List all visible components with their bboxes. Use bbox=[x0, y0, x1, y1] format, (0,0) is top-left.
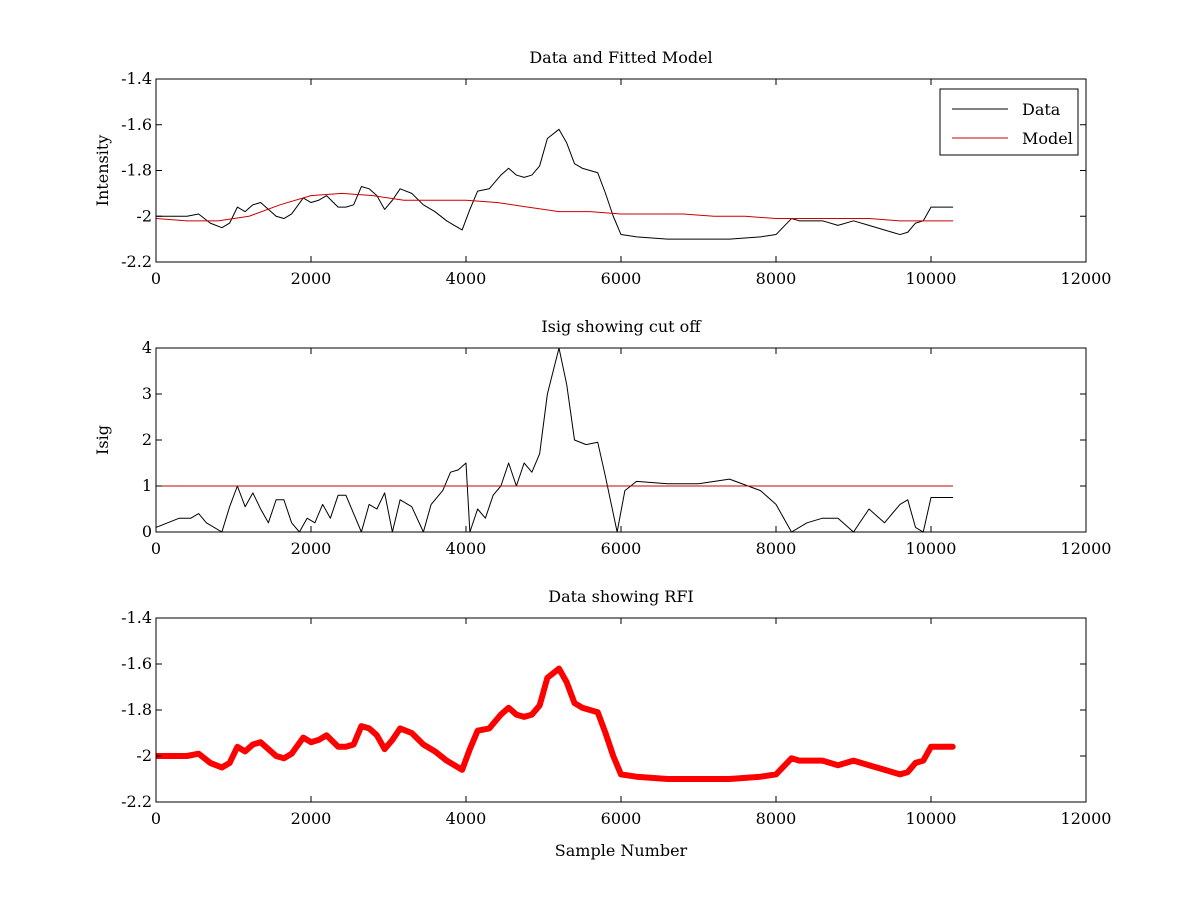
y-tick-label: -2 bbox=[136, 206, 152, 225]
x-tick-label: 8000 bbox=[756, 809, 797, 828]
series-line-1 bbox=[156, 348, 954, 532]
plot-title: Data and Fitted Model bbox=[529, 48, 712, 67]
x-tick-label: 0 bbox=[151, 809, 161, 828]
x-tick-label: 2000 bbox=[291, 539, 332, 558]
x-tick-label: 8000 bbox=[756, 269, 797, 288]
plot-2: 0 2000 4000 6000 8000 10000 12000 0 1 2 3 4 Isig sho… bbox=[93, 317, 1111, 558]
x-tick-label: 4000 bbox=[446, 809, 487, 828]
x-tick-label: 6000 bbox=[601, 539, 642, 558]
x-tick-label: 6000 bbox=[601, 809, 642, 828]
y-tick-label: 3 bbox=[142, 384, 152, 403]
x-tick-label: 4000 bbox=[446, 269, 487, 288]
x-tick-label: 10000 bbox=[906, 269, 957, 288]
y-axis-label: Isig bbox=[93, 425, 112, 455]
y-tick-label: -1.4 bbox=[121, 69, 152, 88]
y-tick-label: 2 bbox=[142, 430, 152, 449]
series-line-model bbox=[156, 192, 954, 222]
y-tick-label: -1.6 bbox=[121, 654, 152, 673]
y-tick-label: 1 bbox=[142, 476, 152, 495]
y-tick-label: 0 bbox=[142, 522, 152, 541]
x-tick-label: 6000 bbox=[601, 269, 642, 288]
x-tick-label: 2000 bbox=[291, 269, 332, 288]
y-axis-label: Intensity bbox=[93, 135, 112, 207]
x-tick-label: 0 bbox=[151, 539, 161, 558]
x-axis-label: Sample Number bbox=[555, 841, 688, 860]
plot-3: 0 2000 4000 6000 8000 10000 12000 -2.2 -2 -1.8 -1.… bbox=[121, 587, 1111, 860]
y-tick-label: -1.8 bbox=[121, 700, 152, 719]
y-tick-label: -1.4 bbox=[121, 608, 152, 627]
y-tick-label: -1.8 bbox=[121, 161, 152, 180]
x-tick-label: 12000 bbox=[1061, 809, 1112, 828]
x-tick-label: 10000 bbox=[906, 539, 957, 558]
x-tick-label: 10000 bbox=[906, 809, 957, 828]
series-line-1 bbox=[156, 665, 956, 782]
y-tick-label: 4 bbox=[142, 338, 152, 357]
x-tick-label: 0 bbox=[151, 269, 161, 288]
x-tick-label: 12000 bbox=[1061, 269, 1112, 288]
y-tick-label: -2.2 bbox=[121, 252, 152, 271]
y-tick-label: -2.2 bbox=[121, 792, 152, 811]
plot-1: 0 2000 4000 6000 8000 10000 12000 -2.2 -2 -1.8 -1.… bbox=[93, 48, 1111, 288]
series-line-data bbox=[156, 128, 954, 240]
x-tick-label: 12000 bbox=[1061, 539, 1112, 558]
legend-box bbox=[939, 88, 1079, 156]
x-tick-label: 2000 bbox=[291, 809, 332, 828]
plot-title: Data showing RFI bbox=[548, 587, 693, 606]
y-tick-label: -2 bbox=[136, 746, 152, 765]
y-tick-label: -1.6 bbox=[121, 115, 152, 134]
x-tick-label: 8000 bbox=[756, 539, 797, 558]
legend: Data Model bbox=[939, 88, 1079, 156]
x-tick-label: 4000 bbox=[446, 539, 487, 558]
legend-label-data: Data bbox=[1022, 100, 1061, 119]
legend-label-model: Model bbox=[1022, 129, 1073, 148]
plot-title: Isig showing cut off bbox=[541, 317, 702, 336]
